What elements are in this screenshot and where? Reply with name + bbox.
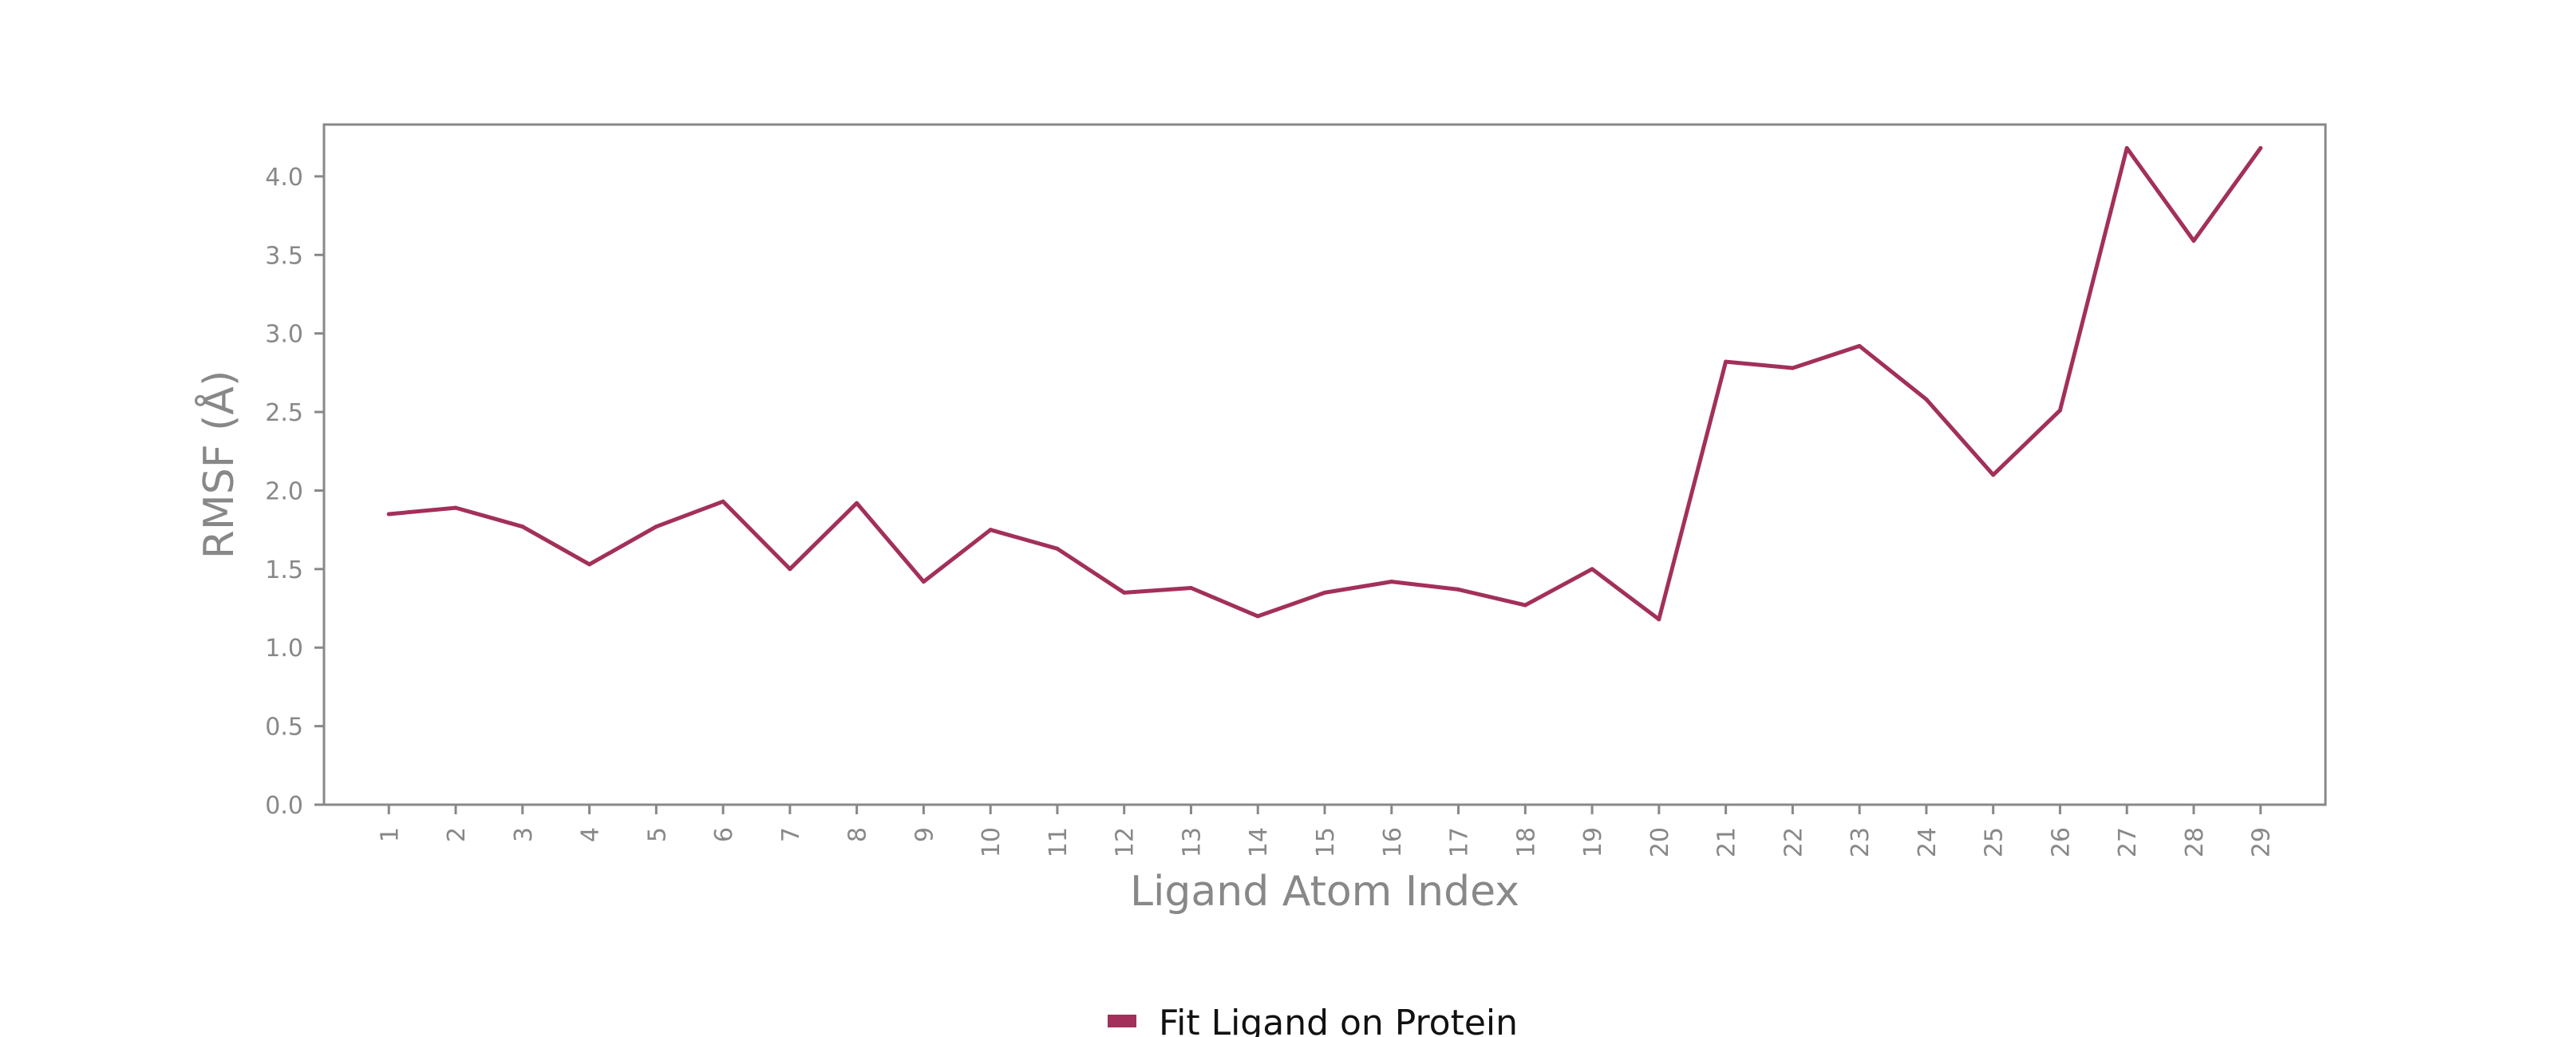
data-point [2124,146,2129,151]
data-point [988,528,993,532]
data-point [921,580,926,584]
x-tick-label: 19 [1579,827,1607,857]
x-tick-label: 16 [1379,827,1407,857]
x-tick-label: 1 [376,827,404,842]
data-point [1122,590,1127,595]
data-point [1055,546,1060,551]
x-tick-label: 20 [1646,827,1674,857]
y-axis: 0.0 0.5 1.0 1.5 2.0 2.5 3.0 3.5 4.0 [265,164,324,820]
y-tick-label: 0.0 [265,792,303,820]
data-point [1322,590,1327,595]
data-point [453,505,458,510]
data-point [2057,408,2062,413]
data-point [1924,397,1929,402]
x-tick-label: 7 [777,827,805,842]
x-tick-label: 14 [1245,827,1273,857]
data-point [1255,614,1260,619]
x-axis-label: Ligand Atom Index [1130,868,1519,916]
x-tick-label: 17 [1446,827,1474,857]
data-point [788,567,792,572]
data-point [386,512,391,517]
x-tick-label: 15 [1312,827,1340,857]
x-tick-label: 29 [2248,827,2276,857]
legend-swatch [1108,1015,1136,1027]
y-tick-label: 3.5 [265,242,303,270]
x-tick-label: 13 [1178,827,1206,857]
series-line-0 [386,146,2263,622]
x-tick-label: 4 [577,827,605,842]
data-point [855,501,859,505]
data-point [1523,603,1527,608]
x-tick-label: 12 [1112,827,1140,857]
x-tick-label: 10 [978,827,1006,857]
data-point [721,499,725,504]
data-point [2258,146,2263,151]
data-point [587,562,592,567]
data-point [1724,359,1729,364]
data-point [1389,580,1394,584]
legend: Fit Ligand on Protein [1108,1003,1518,1037]
data-point [1991,473,1996,477]
data-point [1590,567,1594,572]
x-tick-label: 2 [443,827,471,842]
y-tick-label: 0.5 [265,714,303,742]
y-tick-label: 2.5 [265,399,303,427]
y-tick-label: 3.0 [265,321,303,349]
x-tick-label: 21 [1713,827,1741,857]
x-tick-label: 25 [1981,827,2009,857]
series-layer [386,146,2263,622]
data-point [1188,585,1193,590]
x-tick-label: 18 [1512,827,1540,857]
data-point [2191,239,2196,243]
data-point [1857,343,1862,348]
y-tick-label: 1.0 [265,635,303,663]
x-tick-label: 11 [1045,827,1073,857]
data-point [520,524,525,529]
x-tick-label: 5 [643,827,671,842]
x-tick-label: 28 [2181,827,2209,857]
x-axis: 1 2 3 4 5 6 7 8 9 10 11 12 13 14 15 16 17 18 19 20 21 22 23 24 2… [376,805,2276,857]
plot-area-frame [322,123,2327,806]
x-tick-label: 24 [1914,827,1942,857]
data-point [1456,587,1461,592]
y-tick-label: 2.0 [265,477,303,505]
data-point [1790,366,1795,370]
x-tick-label: 9 [911,827,938,842]
x-tick-label: 27 [2114,827,2142,857]
legend-label: Fit Ligand on Protein [1159,1003,1518,1037]
data-point [1657,617,1661,622]
x-tick-label: 26 [2047,827,2075,857]
y-axis-label: RMSF (Å) [194,370,243,560]
x-tick-label: 8 [844,827,872,842]
x-tick-label: 22 [1780,827,1808,857]
y-tick-label: 4.0 [265,164,303,192]
x-tick-label: 23 [1847,827,1875,857]
y-tick-label: 1.5 [265,556,303,584]
data-point [654,524,658,529]
x-tick-label: 3 [510,827,538,842]
x-tick-label: 6 [710,827,738,842]
